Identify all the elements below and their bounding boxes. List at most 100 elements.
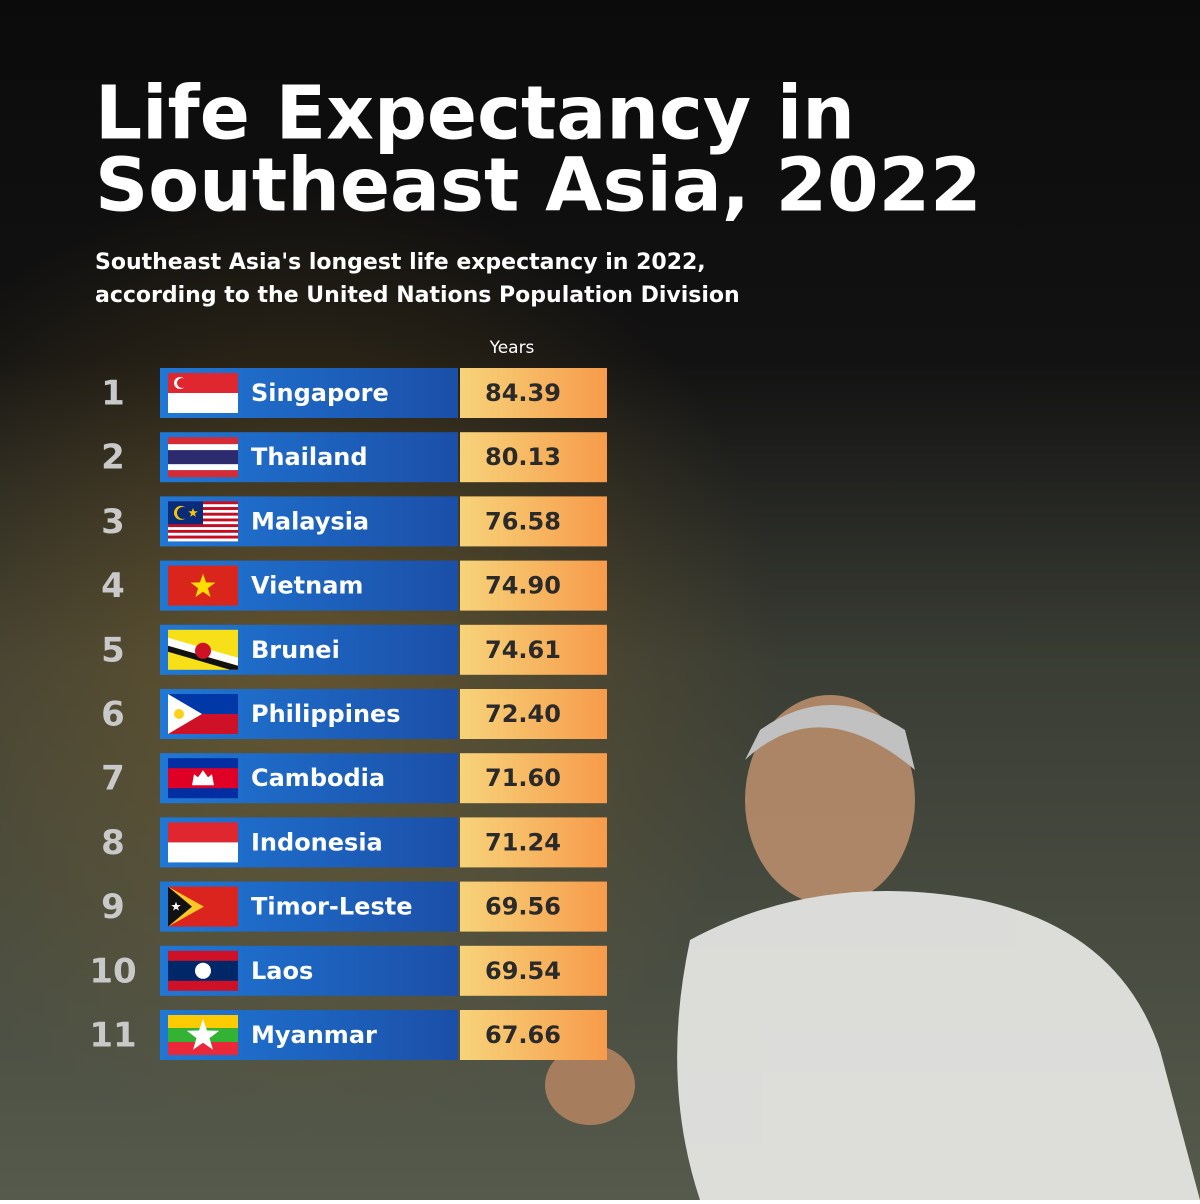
- life-expectancy: 71.24: [485, 828, 561, 856]
- life-expectancy: 72.40: [485, 700, 561, 728]
- value-cell: [460, 753, 607, 804]
- country-name: Vietnam: [251, 572, 363, 600]
- rank: 11: [89, 1016, 136, 1056]
- rank: 3: [101, 502, 125, 542]
- flag-part: [171, 901, 181, 911]
- subtitle-line: according to the United Nations Populati…: [95, 283, 740, 308]
- flag-part: [177, 506, 189, 519]
- country-name: Cambodia: [251, 764, 385, 792]
- country-name: Singapore: [251, 379, 389, 407]
- title-line: Southeast Asia, 2022: [95, 143, 982, 229]
- table-row: 4 Vietnam 74.90: [101, 560, 607, 611]
- flag: [168, 950, 238, 991]
- flag-part: [168, 1042, 238, 1055]
- life-expectancy: 69.56: [485, 893, 561, 921]
- flag-part: [168, 538, 238, 542]
- flag-part: [168, 450, 238, 465]
- flag-part: [195, 962, 211, 979]
- flag: [168, 886, 238, 927]
- flag-part: [168, 529, 238, 533]
- flag-part: [168, 532, 238, 536]
- rank: 7: [101, 759, 125, 799]
- flag: [168, 822, 238, 863]
- life-expectancy: 80.13: [485, 443, 561, 471]
- value-cell: [460, 1010, 607, 1060]
- flag-part: [168, 524, 238, 528]
- value-cell: [460, 368, 607, 418]
- flag: [168, 437, 238, 478]
- title-line: Life Expectancy in: [95, 71, 855, 157]
- table-row: 1 Singapore 84.39: [101, 368, 607, 418]
- value-cell: [460, 945, 607, 996]
- table-row: 3 Malaysia 76.58: [101, 496, 607, 547]
- flag-part: [168, 464, 238, 471]
- value-cell: [460, 432, 607, 483]
- flag: [168, 501, 238, 542]
- value-cell: [460, 689, 607, 739]
- rank: 5: [101, 630, 125, 670]
- table-row: 8 Indonesia 71.24: [101, 817, 607, 868]
- country-name: Thailand: [251, 443, 368, 471]
- life-expectancy: 67.66: [485, 1021, 561, 1049]
- flag-part: [174, 709, 184, 719]
- table-row: 6 Philippines 72.40: [101, 689, 607, 739]
- life-expectancy: 69.54: [485, 957, 561, 985]
- value-cell: [460, 496, 607, 547]
- flag-part: [177, 378, 187, 388]
- rank: 4: [101, 566, 125, 606]
- table-row: 11 Myanmar 67.66: [89, 1010, 607, 1060]
- table-row: 2 Thailand 80.13: [101, 432, 607, 483]
- table-row: 9 Timor-Leste 69.56: [101, 881, 607, 932]
- rank: 1: [101, 374, 125, 414]
- rank: 8: [101, 823, 125, 863]
- flag-part: [188, 507, 198, 517]
- flag-part: [168, 444, 238, 451]
- flag-part: [168, 373, 238, 393]
- life-expectancy: 84.39: [485, 379, 561, 407]
- life-expectancy: 74.61: [485, 636, 561, 664]
- rank: 10: [89, 951, 136, 991]
- value-cell: [460, 817, 607, 868]
- flag-part: [186, 1019, 220, 1050]
- flag-part: [192, 770, 214, 786]
- value-cell: [460, 560, 607, 611]
- flag-part: [168, 437, 238, 445]
- flag-part: [168, 822, 238, 843]
- flag-part: [190, 573, 216, 598]
- flag-part: [195, 642, 211, 659]
- table-row: 7 Cambodia 71.60: [101, 753, 607, 804]
- table-row: 10 Laos 69.54: [89, 945, 607, 996]
- runner-photo: [545, 695, 1200, 1200]
- flag: [168, 1015, 238, 1055]
- flag: [168, 758, 238, 799]
- flag-part: [168, 535, 238, 539]
- flag-part: [168, 842, 238, 863]
- life-expectancy: 71.60: [485, 764, 561, 792]
- flag-part: [168, 393, 238, 413]
- country-name: Malaysia: [251, 507, 369, 535]
- flag-part: [168, 470, 238, 478]
- life-expectancy: 74.90: [485, 572, 561, 600]
- country-name: Timor-Leste: [251, 893, 413, 921]
- flag: [168, 373, 238, 413]
- rank: 9: [101, 887, 125, 927]
- rank: 6: [101, 695, 125, 735]
- flag-part: [168, 886, 192, 927]
- flag: [168, 694, 238, 734]
- table-row: 5 Brunei 74.61: [101, 624, 607, 675]
- value-cell: [460, 624, 607, 675]
- rank: 2: [101, 438, 125, 478]
- value-cell: [460, 881, 607, 932]
- life-expectancy: 76.58: [485, 507, 561, 535]
- country-name: Laos: [251, 957, 313, 985]
- country-name: Philippines: [251, 700, 401, 728]
- flag-part: [168, 694, 202, 734]
- column-header: Years: [489, 338, 535, 358]
- country-name: Indonesia: [251, 828, 383, 856]
- flag: [168, 629, 238, 670]
- country-name: Brunei: [251, 636, 340, 664]
- flag: [168, 565, 238, 606]
- country-name: Myanmar: [251, 1021, 377, 1049]
